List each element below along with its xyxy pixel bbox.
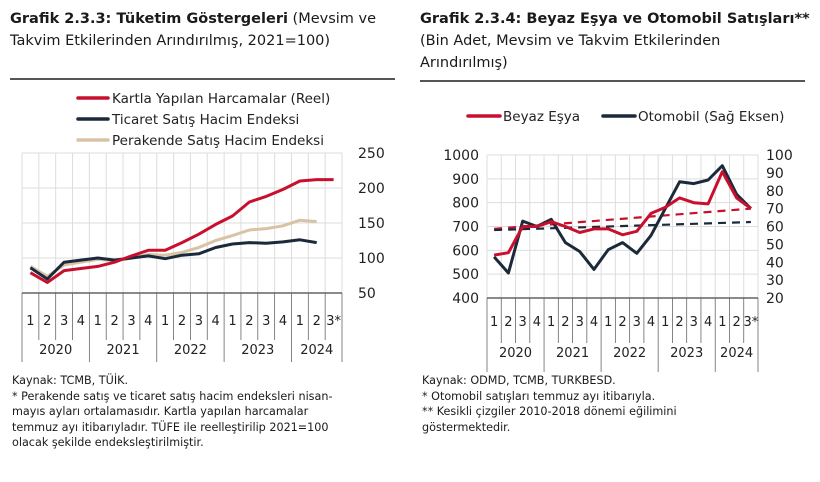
y-left-tick-label: 600 <box>452 243 479 259</box>
quarter-label: 1 <box>26 314 34 329</box>
quarter-label: 3 <box>60 314 68 329</box>
quarter-label: 4 <box>704 315 712 330</box>
note-line: Kaynak: ODMD, TCMB, TURKBESD. <box>422 374 616 387</box>
y-tick-label: 200 <box>358 181 385 197</box>
y-tick-label: 250 <box>358 146 385 162</box>
legend-label: Beyaz Eşya <box>503 109 580 125</box>
y-right-tick-label: 30 <box>766 273 784 289</box>
quarter-label: 1 <box>718 315 726 330</box>
year-label: 2024 <box>300 343 333 358</box>
legend-label: Kartla Yapılan Harcamalar (Reel) <box>112 91 330 107</box>
quarter-label: 3* <box>743 315 758 330</box>
y-left-tick-label: 400 <box>452 291 479 307</box>
quarter-label: 2 <box>43 314 51 329</box>
note-line: * Otomobil satışları temmuz ayı itibarıy… <box>422 389 656 403</box>
series-line <box>29 178 334 284</box>
quarter-label: 1 <box>490 315 498 330</box>
note-line: ** Kesikli çizgiler 2010-2018 dönemi eği… <box>422 405 677 418</box>
y-left-tick-label: 500 <box>452 267 479 283</box>
left-notes: Kaynak: TCMB, TÜİK. * Perakende satış ve … <box>12 373 333 451</box>
quarter-label: 3* <box>326 314 341 329</box>
quarter-label: 4 <box>77 314 85 329</box>
quarter-label: 1 <box>161 314 169 329</box>
y-left-tick-label: 1000 <box>443 148 479 164</box>
quarter-label: 1 <box>94 314 102 329</box>
y-right-tick-label: 50 <box>766 237 784 253</box>
series-line <box>29 238 317 281</box>
quarter-label: 3 <box>519 315 527 330</box>
y-tick-label: 150 <box>358 216 385 232</box>
y-right-tick-label: 90 <box>766 166 784 182</box>
year-label: 2021 <box>107 343 140 358</box>
note-line: Kaynak: TCMB, TÜİK. <box>12 374 129 387</box>
quarter-label: 2 <box>110 314 118 329</box>
y-tick-label: 50 <box>358 286 376 302</box>
quarter-label: 2 <box>313 314 321 329</box>
quarter-label: 4 <box>533 315 541 330</box>
quarter-label: 4 <box>144 314 152 329</box>
series-line <box>493 170 752 257</box>
quarter-label: 3 <box>576 315 584 330</box>
quarter-label: 4 <box>590 315 598 330</box>
quarter-label: 2 <box>675 315 683 330</box>
left-title-rule <box>10 78 395 80</box>
left-chart-title: Grafik 2.3.3: Tüketim Göstergeleri (Mevs… <box>10 8 405 52</box>
right-title-bold: Grafik 2.3.4: Beyaz Eşya ve Otomobil Sat… <box>420 11 810 27</box>
y-left-tick-label: 700 <box>452 220 479 236</box>
quarter-label: 2 <box>245 314 253 329</box>
right-chart-title: Grafik 2.3.4: Beyaz Eşya ve Otomobil Sat… <box>420 8 810 74</box>
quarter-label: 4 <box>647 315 655 330</box>
quarter-label: 2 <box>732 315 740 330</box>
quarter-label: 1 <box>228 314 236 329</box>
series-line <box>29 218 317 278</box>
quarter-label: 3 <box>195 314 203 329</box>
note-line: mayıs ayları ortalamasıdır. Kartla yapıl… <box>12 405 309 418</box>
legend-label: Ticaret Satış Hacim Endeksi <box>111 112 299 128</box>
note-line: olacak şekilde endeksleştirilmiştir. <box>12 436 204 449</box>
left-title-bold: Grafik 2.3.3: Tüketim Göstergeleri <box>10 11 288 27</box>
quarter-label: 4 <box>212 314 220 329</box>
quarter-label: 3 <box>262 314 270 329</box>
quarter-label: 2 <box>178 314 186 329</box>
year-label: 2023 <box>241 343 274 358</box>
y-right-tick-label: 70 <box>766 202 784 218</box>
y-right-tick-label: 100 <box>766 148 793 164</box>
quarter-label: 1 <box>296 314 304 329</box>
note-line: * Perakende satış ve ticaret satış hacim… <box>12 389 333 403</box>
quarter-label: 1 <box>547 315 555 330</box>
y-right-tick-label: 20 <box>766 291 784 307</box>
quarter-label: 3 <box>633 315 641 330</box>
note-line: göstermektedir. <box>422 420 511 434</box>
quarter-label: 2 <box>504 315 512 330</box>
y-tick-label: 100 <box>358 251 385 267</box>
y-left-tick-label: 900 <box>452 172 479 188</box>
right-title-rest: (Bin Adet, Mevsim ve Takvim Etkilerinden… <box>420 33 721 71</box>
trend-line <box>494 220 751 232</box>
quarter-label: 1 <box>661 315 669 330</box>
quarter-label: 4 <box>279 314 287 329</box>
quarter-label: 3 <box>690 315 698 330</box>
note-line: temmuz ayı itibarıyladır. TÜFE ile reell… <box>12 420 329 434</box>
quarter-label: 2 <box>561 315 569 330</box>
y-right-tick-label: 80 <box>766 184 784 200</box>
legend-label: Perakende Satış Hacim Endeksi <box>112 133 324 149</box>
year-label: 2022 <box>174 343 207 358</box>
quarter-label: 3 <box>127 314 135 329</box>
quarter-label: 2 <box>618 315 626 330</box>
quarter-label: 1 <box>604 315 612 330</box>
year-label: 2023 <box>670 346 703 361</box>
y-right-tick-label: 60 <box>766 220 784 236</box>
right-notes: Kaynak: ODMD, TCMB, TURKBESD. * Otomobil … <box>422 373 677 435</box>
year-label: 2022 <box>613 346 646 361</box>
right-title-rule <box>420 80 805 82</box>
year-label: 2020 <box>499 346 532 361</box>
year-label: 2024 <box>720 346 753 361</box>
year-label: 2021 <box>556 346 589 361</box>
legend-label: Otomobil (Sağ Eksen) <box>638 109 784 125</box>
y-right-tick-label: 40 <box>766 255 784 271</box>
y-left-tick-label: 800 <box>452 196 479 212</box>
year-label: 2020 <box>39 343 72 358</box>
left-title-rest: (Mevsim ve Takvim Etkilerinden Arındırıl… <box>10 11 377 49</box>
